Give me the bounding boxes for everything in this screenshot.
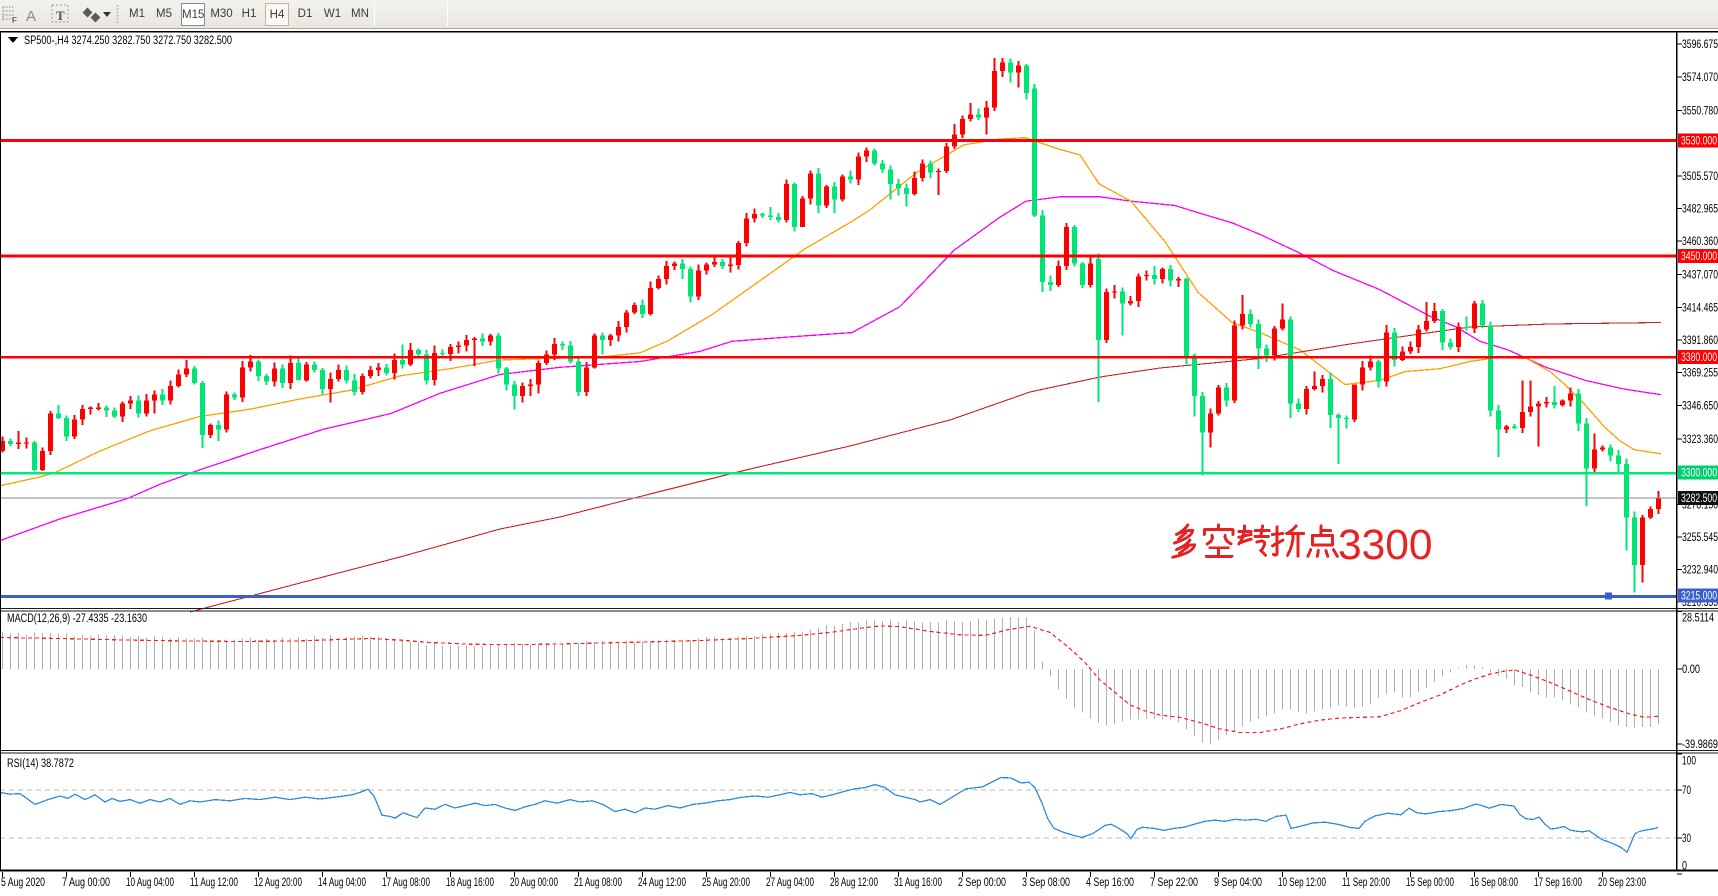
svg-text:10 Sep 12:00: 10 Sep 12:00	[1278, 877, 1326, 889]
svg-text:3437.070: 3437.070	[1682, 270, 1718, 282]
svg-text:7 Aug 00:00: 7 Aug 00:00	[62, 877, 110, 889]
svg-text:16 Sep 08:00: 16 Sep 08:00	[1470, 877, 1518, 889]
svg-text:28 Aug 12:00: 28 Aug 12:00	[830, 877, 878, 889]
svg-text:3255.545: 3255.545	[1682, 532, 1718, 544]
svg-text:3414.465: 3414.465	[1682, 302, 1718, 314]
svg-text:5 Aug 2020: 5 Aug 2020	[1, 877, 45, 889]
svg-text:3505.570: 3505.570	[1682, 171, 1718, 183]
svg-text:14 Aug 04:00: 14 Aug 04:00	[318, 877, 366, 889]
svg-text:4 Sep 16:00: 4 Sep 16:00	[1086, 877, 1134, 889]
svg-text:2 Sep 00:00: 2 Sep 00:00	[958, 877, 1006, 889]
svg-text:17 Sep 16:00: 17 Sep 16:00	[1534, 877, 1582, 889]
svg-text:31 Aug 16:00: 31 Aug 16:00	[894, 877, 942, 889]
svg-text:10 Aug 04:00: 10 Aug 04:00	[126, 877, 174, 889]
svg-text:3391.860: 3391.860	[1682, 335, 1718, 347]
svg-text:F: F	[12, 16, 17, 25]
svg-text:70: 70	[1682, 785, 1691, 797]
svg-text:7 Sep 22:00: 7 Sep 22:00	[1150, 877, 1198, 889]
svg-text:3300.000: 3300.000	[1681, 468, 1717, 480]
svg-text:3550.780: 3550.780	[1682, 106, 1718, 118]
svg-text:3215.000: 3215.000	[1681, 591, 1717, 603]
svg-text:15 Sep 00:00: 15 Sep 00:00	[1406, 877, 1454, 889]
svg-text:3232.940: 3232.940	[1682, 565, 1718, 577]
svg-text:3 Sep 08:00: 3 Sep 08:00	[1022, 877, 1070, 889]
svg-text:3369.255: 3369.255	[1682, 368, 1718, 380]
svg-text:3482.965: 3482.965	[1682, 203, 1718, 215]
svg-text:0: 0	[1682, 861, 1687, 873]
svg-text:25 Aug 20:00: 25 Aug 20:00	[702, 877, 750, 889]
svg-text:17 Aug 08:00: 17 Aug 08:00	[382, 877, 430, 889]
svg-text:11 Aug 12:00: 11 Aug 12:00	[190, 877, 238, 889]
svg-text:18 Aug 16:00: 18 Aug 16:00	[446, 877, 494, 889]
svg-text:0.00: 0.00	[1682, 664, 1700, 676]
svg-text:-39.9869: -39.9869	[1682, 739, 1718, 751]
svg-text:T: T	[56, 8, 65, 23]
svg-text:12 Aug 20:00: 12 Aug 20:00	[254, 877, 302, 889]
svg-text:3323.360: 3323.360	[1682, 434, 1718, 446]
svg-text:28.5114: 28.5114	[1682, 613, 1714, 625]
svg-text:MACD(12,26,9) -27.4335 -23.163: MACD(12,26,9) -27.4335 -23.1630	[7, 613, 147, 625]
svg-text:21 Aug 08:00: 21 Aug 08:00	[574, 877, 622, 889]
svg-text:3300: 3300	[1338, 522, 1433, 569]
svg-text:20 Aug 00:00: 20 Aug 00:00	[510, 877, 558, 889]
svg-text:20 Sep 23:00: 20 Sep 23:00	[1598, 877, 1646, 889]
svg-text:3574.070: 3574.070	[1682, 72, 1718, 84]
svg-text:3460.360: 3460.360	[1682, 236, 1718, 248]
svg-text:3596.675: 3596.675	[1682, 39, 1718, 51]
svg-text:A: A	[26, 8, 36, 25]
svg-text:3530.000: 3530.000	[1681, 136, 1717, 148]
svg-text:3380.000: 3380.000	[1681, 352, 1717, 364]
svg-text:27 Aug 04:00: 27 Aug 04:00	[766, 877, 814, 889]
svg-text:3346.650: 3346.650	[1682, 400, 1718, 412]
svg-text:9 Sep 04:00: 9 Sep 04:00	[1214, 877, 1262, 889]
svg-text:11 Sep 20:00: 11 Sep 20:00	[1342, 877, 1390, 889]
svg-text:100: 100	[1682, 756, 1696, 768]
svg-text:3450.000: 3450.000	[1681, 251, 1717, 263]
svg-text:RSI(14) 38.7872: RSI(14) 38.7872	[7, 758, 74, 770]
svg-text:SP500-,H4 3274.250 3282.750 3: SP500-,H4 3274.250 3282.750 3272.750 328…	[24, 35, 232, 47]
svg-text:3282.500: 3282.500	[1681, 493, 1717, 505]
svg-text:30: 30	[1682, 833, 1691, 845]
svg-text:24 Aug 12:00: 24 Aug 12:00	[638, 877, 686, 889]
